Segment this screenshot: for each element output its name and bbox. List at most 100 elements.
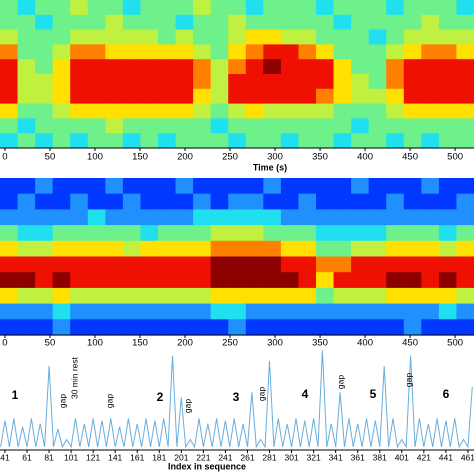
heatmap-cell xyxy=(456,225,474,242)
heatmap-cell xyxy=(438,118,458,134)
heatmap-cell xyxy=(0,240,19,258)
heatmap-cell xyxy=(333,133,352,149)
heatmap-cell xyxy=(316,44,335,60)
heatmap-cell xyxy=(228,14,247,31)
heatmap-cell xyxy=(386,193,405,210)
heatmap-cell xyxy=(456,287,474,305)
heatmap-cell xyxy=(70,74,89,90)
heatmap-cell xyxy=(193,74,212,90)
heatmap-cell xyxy=(105,287,124,305)
heatmap-cell xyxy=(52,59,71,75)
heatmap-cell xyxy=(298,74,317,90)
heatmap-cell xyxy=(17,133,36,149)
heatmap-cell xyxy=(456,14,474,31)
x-tick-label: 450 xyxy=(402,152,418,163)
heatmap-cell xyxy=(228,118,247,134)
heatmap-cell xyxy=(456,133,474,149)
heatmap-cell xyxy=(351,118,370,134)
x-tick-label: 50 xyxy=(45,338,56,349)
heatmap-cell xyxy=(456,272,474,289)
heatmap-cell xyxy=(316,59,335,75)
heatmap-cell xyxy=(0,287,19,305)
heatmap-cell xyxy=(122,133,142,149)
heatmap-cell xyxy=(421,193,440,210)
heatmap-cell xyxy=(52,88,71,105)
heatmap-cell xyxy=(368,225,387,242)
heatmap-cell xyxy=(245,118,264,134)
heatmap-cell xyxy=(280,74,300,90)
heatmap-cell xyxy=(105,272,124,289)
heatmap-cell xyxy=(298,209,317,226)
heatmap-cell xyxy=(193,240,212,258)
heatmap-cell xyxy=(280,178,300,195)
heatmap-cell xyxy=(403,74,422,90)
heatmap-cell xyxy=(105,240,124,258)
x-tick-label: 500 xyxy=(447,338,463,349)
heatmap-cell xyxy=(193,193,212,210)
heatmap-cell xyxy=(228,256,247,273)
heatmap-cell xyxy=(351,74,370,90)
heatmap-cell xyxy=(438,178,458,195)
heatmap-cell xyxy=(70,29,89,45)
heatmap-cell xyxy=(122,14,142,31)
heatmap-cell xyxy=(333,256,352,273)
heatmap-cell xyxy=(35,256,54,273)
heatmap-cell xyxy=(421,319,440,336)
heatmap-cell xyxy=(70,256,89,273)
heatmap-cell xyxy=(210,0,229,16)
heatmap-cell xyxy=(87,178,106,195)
heatmap-cell xyxy=(105,319,124,336)
heatmap-cell xyxy=(368,59,387,75)
heatmap-cell xyxy=(298,118,317,134)
heatmap-cell xyxy=(438,29,458,45)
heatmap-cell xyxy=(351,14,370,31)
heatmap-cell xyxy=(280,133,300,149)
heatmap-cell xyxy=(105,29,124,45)
x-tick-label: 301 xyxy=(284,452,298,462)
heatmap-cell xyxy=(263,319,282,336)
heatmap-cell xyxy=(298,272,317,289)
heatmap-cell xyxy=(263,103,282,119)
heatmap-cell xyxy=(403,287,422,305)
heatmap-cell xyxy=(210,256,229,273)
heatmap-cell xyxy=(386,103,405,119)
x-tick-label: 161 xyxy=(130,452,144,462)
heatmap-cell xyxy=(333,29,352,45)
heatmap-cell xyxy=(403,193,422,210)
heatmap-cell xyxy=(421,178,440,195)
heatmap-cell xyxy=(17,287,36,305)
heatmap-cell xyxy=(245,133,264,149)
x-axis-title: Time (s) xyxy=(253,162,287,172)
x-tick-label: 350 xyxy=(312,338,328,349)
heatmap-cell xyxy=(70,209,89,226)
heatmap-cell xyxy=(70,118,89,134)
heatmap-cell xyxy=(351,272,370,289)
heatmap-cell xyxy=(210,209,229,226)
heatmap-cell xyxy=(245,0,264,16)
heatmap-cell xyxy=(263,14,282,31)
heatmap-cell xyxy=(17,103,36,119)
heatmap-cell xyxy=(228,209,247,226)
heatmap-cell xyxy=(403,256,422,273)
heatmap-cell xyxy=(17,118,36,134)
heatmap-cell xyxy=(105,133,124,149)
heatmap-cell xyxy=(386,44,405,60)
heatmap-cell xyxy=(0,74,19,90)
heatmap-cell xyxy=(140,272,159,289)
heatmap-cell xyxy=(421,74,440,90)
heatmap-cell xyxy=(280,209,300,226)
heatmap-cell xyxy=(421,14,440,31)
heatmap-cell xyxy=(228,44,247,60)
heatmap-cell xyxy=(386,133,405,149)
heatmap-cell xyxy=(263,225,282,242)
heatmap-cell xyxy=(298,287,317,305)
heatmap-cell xyxy=(158,272,177,289)
heatmap-cell xyxy=(438,44,458,60)
heatmap-cell xyxy=(87,88,106,105)
heatmap-cell xyxy=(368,29,387,45)
heatmap-cell xyxy=(158,88,177,105)
heatmap-cell xyxy=(140,209,159,226)
heatmap-cell xyxy=(175,193,194,210)
heatmap-cell xyxy=(105,225,124,242)
